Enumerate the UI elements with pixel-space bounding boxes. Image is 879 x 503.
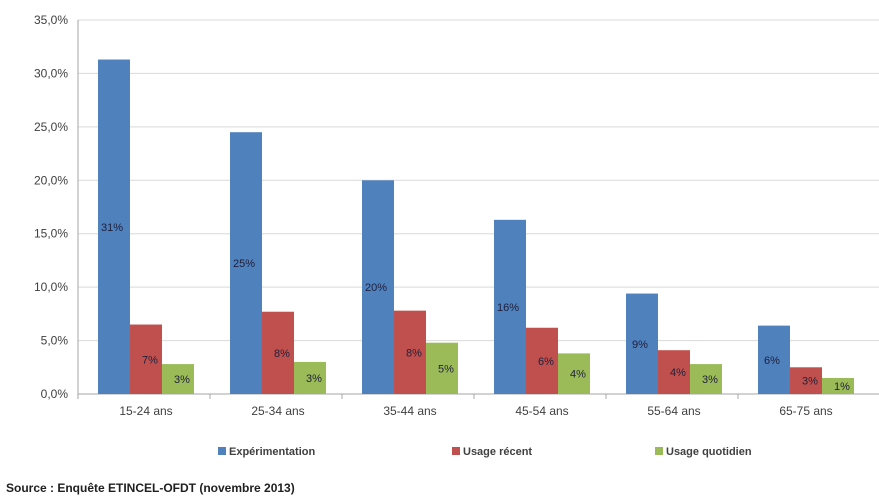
legend-swatch xyxy=(452,447,460,455)
data-label: 31% xyxy=(101,222,123,234)
data-label: 20% xyxy=(365,282,387,294)
legend-label: Usage quotidien xyxy=(666,446,752,458)
y-tick-label: 20,0% xyxy=(34,173,68,187)
x-tick-label: 35-44 ans xyxy=(383,404,436,418)
y-tick-label: 35,0% xyxy=(34,13,68,27)
bar-1-1 xyxy=(262,311,294,394)
y-tick-label: 0,0% xyxy=(41,387,69,401)
data-label: 3% xyxy=(174,374,190,386)
data-label: 1% xyxy=(834,381,850,393)
x-tick-label: 25-34 ans xyxy=(251,404,304,418)
data-label: 3% xyxy=(306,373,322,385)
y-tick-label: 5,0% xyxy=(41,334,69,348)
data-label: 8% xyxy=(406,347,422,359)
legend-swatch xyxy=(655,447,663,455)
data-label: 5% xyxy=(438,363,454,375)
data-label: 6% xyxy=(764,355,780,367)
y-tick-label: 30,0% xyxy=(34,66,68,80)
bar-1-0 xyxy=(230,132,262,394)
data-label: 3% xyxy=(702,374,718,386)
bar-5-2 xyxy=(822,377,854,394)
legend-label: Usage récent xyxy=(463,446,532,458)
data-label: 3% xyxy=(802,376,818,388)
bar-0-2 xyxy=(162,364,194,394)
bar-2-1 xyxy=(394,310,426,394)
y-tick-label: 15,0% xyxy=(34,227,68,241)
x-tick-label: 15-24 ans xyxy=(119,404,172,418)
data-label: 25% xyxy=(233,258,255,270)
bar-0-0 xyxy=(98,59,130,395)
data-label: 7% xyxy=(142,354,158,366)
data-label: 4% xyxy=(670,367,686,379)
y-tick-label: 25,0% xyxy=(34,120,68,134)
data-label: 4% xyxy=(570,369,586,381)
x-tick-label: 45-54 ans xyxy=(515,404,568,418)
bar-3-2 xyxy=(558,353,590,394)
legend-swatch xyxy=(218,447,226,455)
bar-5-1 xyxy=(790,367,822,394)
data-label: 8% xyxy=(274,348,290,360)
bar-3-1 xyxy=(526,327,558,394)
bar-5-0 xyxy=(758,325,790,394)
bar-2-0 xyxy=(362,180,394,394)
bar-4-2 xyxy=(690,364,722,394)
data-label: 9% xyxy=(632,339,648,351)
x-tick-label: 65-75 ans xyxy=(779,404,832,418)
bar-3-0 xyxy=(494,219,526,394)
bar-2-2 xyxy=(426,342,458,394)
y-tick-label: 10,0% xyxy=(34,280,68,294)
x-tick-label: 55-64 ans xyxy=(647,404,700,418)
data-label: 16% xyxy=(497,302,519,314)
bar-4-1 xyxy=(658,350,690,394)
chart-source: Source : Enquête ETINCEL-OFDT (novembre … xyxy=(6,481,295,495)
bar-4-0 xyxy=(626,293,658,394)
data-label: 6% xyxy=(538,356,554,368)
bar-1-2 xyxy=(294,361,326,394)
legend-label: Expérimentation xyxy=(229,446,315,458)
bar-0-1 xyxy=(130,324,162,394)
